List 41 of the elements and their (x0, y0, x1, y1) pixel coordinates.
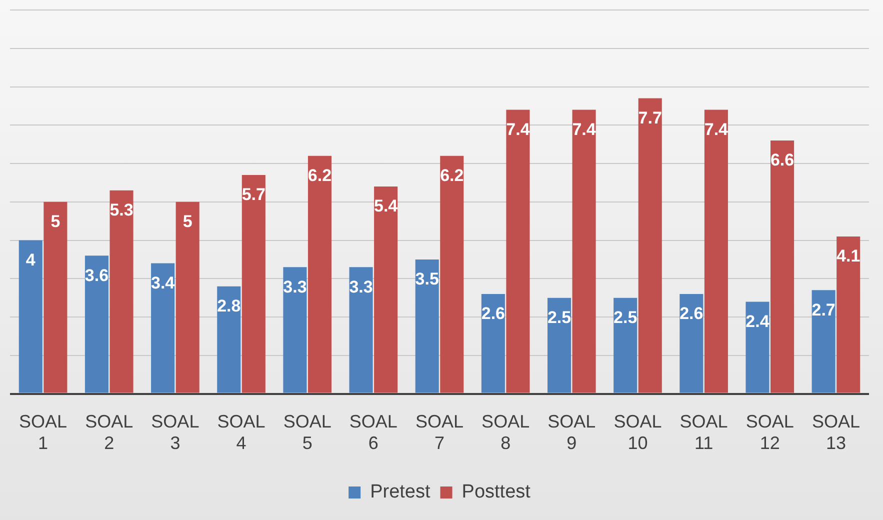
data-label: 7.7 (638, 108, 662, 128)
x-tick-label: SOAL 6 (349, 412, 398, 454)
x-tick-label: SOAL 1 (19, 412, 68, 454)
data-label: 3.3 (283, 277, 307, 296)
legend-label: Pretest (370, 482, 431, 503)
data-label: 2.5 (547, 308, 572, 328)
data-label: 7.4 (704, 120, 729, 139)
data-label: 5 (50, 212, 60, 232)
data-label: 2.7 (812, 300, 836, 320)
x-tick-label: SOAL 8 (482, 412, 530, 454)
data-label: 5.3 (110, 200, 134, 220)
x-tick-label: SOAL 2 (85, 412, 134, 454)
data-label: 3.4 (150, 273, 176, 292)
x-tick-label: SOAL 4 (217, 412, 266, 454)
x-tick-label: SOAL 5 (283, 412, 332, 454)
x-tick-label: SOAL 10 (614, 412, 662, 454)
x-tick-label: SOAL 3 (151, 412, 200, 454)
data-label: 6.2 (308, 166, 332, 186)
data-label: 3.5 (415, 270, 439, 289)
data-label: 4 (26, 250, 36, 270)
data-label: 7.4 (506, 120, 530, 139)
data-label: 5.7 (242, 185, 266, 204)
data-label: 4.1 (836, 246, 860, 266)
data-label: 2.6 (481, 304, 506, 324)
data-label: 2.4 (746, 312, 770, 331)
data-label: 2.6 (680, 304, 704, 324)
x-tick-label: SOAL 9 (548, 412, 596, 454)
data-label: 2.5 (614, 308, 638, 328)
legend-label: Posttest (462, 482, 532, 503)
x-tick-label: SOAL 7 (415, 412, 464, 454)
x-tick-label: SOAL 13 (812, 412, 860, 454)
x-tick-label: SOAL 11 (680, 412, 728, 454)
data-label: 2.8 (217, 296, 241, 316)
data-label: 3.6 (84, 266, 109, 285)
data-label: 5.4 (374, 196, 398, 216)
data-label: 7.4 (572, 120, 596, 139)
data-label: 6.6 (770, 150, 794, 170)
data-label: 5 (182, 212, 192, 232)
x-tick-label: SOAL 12 (746, 412, 794, 454)
data-label: 6.2 (440, 166, 464, 186)
data-label: 3.3 (349, 277, 373, 296)
